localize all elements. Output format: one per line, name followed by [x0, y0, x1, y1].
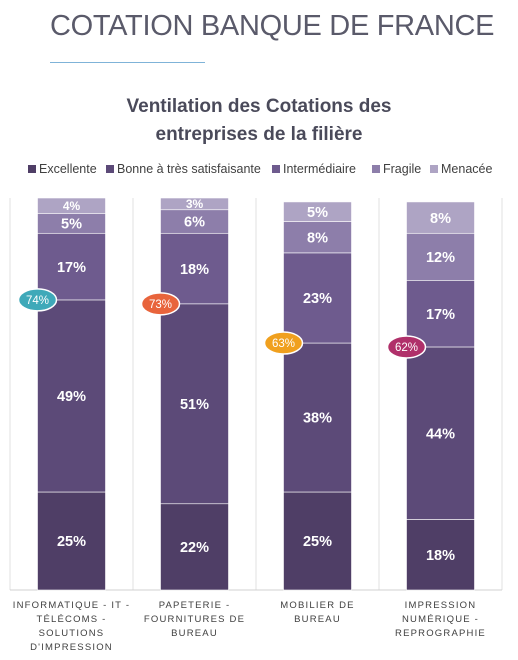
- bar-segment: [160, 197, 229, 211]
- data-label: 18%: [180, 262, 209, 278]
- callout-label: 62%: [395, 342, 418, 354]
- data-label: 12%: [426, 250, 455, 266]
- data-label: 25%: [303, 534, 332, 550]
- category-label: IMPRESSION: [405, 600, 477, 611]
- data-label: 17%: [426, 307, 455, 323]
- bar-segment: [37, 491, 106, 591]
- callout-bubble: [263, 331, 304, 355]
- bar-segment: [283, 491, 352, 591]
- category-label: BUREAU: [294, 614, 341, 625]
- legend-swatch: [372, 165, 380, 173]
- data-label: 8%: [307, 230, 328, 246]
- category-label: PAPETERIE -: [159, 600, 231, 611]
- callout-bubble: [140, 292, 181, 316]
- bar-segment: [283, 221, 352, 254]
- legend-label: Fragile: [383, 162, 421, 176]
- bar-segment: [406, 201, 475, 234]
- bar-segment: [160, 232, 229, 305]
- legend-swatch: [106, 165, 114, 173]
- bar-segment: [406, 519, 475, 591]
- legend-swatch: [430, 165, 438, 173]
- data-label: 3%: [186, 197, 204, 211]
- data-label: 25%: [57, 534, 86, 550]
- category-label: FOURNITURES DE: [144, 614, 245, 625]
- category-label: SOLUTIONS: [39, 628, 105, 639]
- callout-bubble: [17, 288, 58, 312]
- bar-segment: [160, 303, 229, 505]
- bar-segment: [160, 503, 229, 591]
- bar-segment: [37, 197, 106, 214]
- category-label: D'IMPRESSION: [30, 642, 113, 653]
- data-label: 44%: [426, 426, 455, 442]
- page-title: COTATION BANQUE DE FRANCE: [50, 10, 495, 42]
- category-label: NUMÉRIQUE -: [402, 614, 479, 625]
- category-label: REPROGRAPHIE: [395, 628, 486, 639]
- bar-segment: [406, 232, 475, 281]
- data-label: 38%: [303, 411, 332, 427]
- data-label: 22%: [180, 540, 209, 556]
- data-label: 5%: [61, 217, 82, 233]
- callout-label: 74%: [26, 295, 49, 307]
- category-label: BUREAU: [171, 628, 218, 639]
- data-label: 23%: [303, 291, 332, 307]
- legend-label: Bonne à très satisfaisante: [117, 162, 261, 176]
- callout-label: 63%: [272, 338, 295, 350]
- data-label: 5%: [307, 205, 328, 221]
- data-label: 51%: [180, 397, 209, 413]
- legend-label: Menacée: [441, 162, 492, 176]
- legend-label: Excellente: [39, 162, 97, 176]
- data-label: 17%: [57, 260, 86, 276]
- category-label: TÉLÉCOMS -: [36, 614, 106, 625]
- chart-title-line: entreprises de la filière: [156, 124, 363, 145]
- data-label: 8%: [430, 211, 451, 227]
- chart-title-line: Ventilation des Cotations des: [127, 96, 392, 117]
- bar-segment: [283, 252, 352, 344]
- legend-swatch: [272, 165, 280, 173]
- data-label: 4%: [63, 199, 81, 213]
- title-underline: [50, 62, 205, 63]
- data-label: 18%: [426, 548, 455, 564]
- legend-swatch: [28, 165, 36, 173]
- callout-bubble: [386, 335, 427, 359]
- category-label: MOBILIER DE: [280, 600, 354, 611]
- callout-label: 73%: [149, 299, 172, 311]
- legend-label: Intermédiaire: [283, 162, 356, 176]
- bar-segment: [283, 201, 352, 222]
- bar-segment: [406, 280, 475, 348]
- data-label: 49%: [57, 389, 86, 405]
- category-label: INFORMATIQUE - IT -: [13, 600, 130, 611]
- data-label: 6%: [184, 215, 205, 231]
